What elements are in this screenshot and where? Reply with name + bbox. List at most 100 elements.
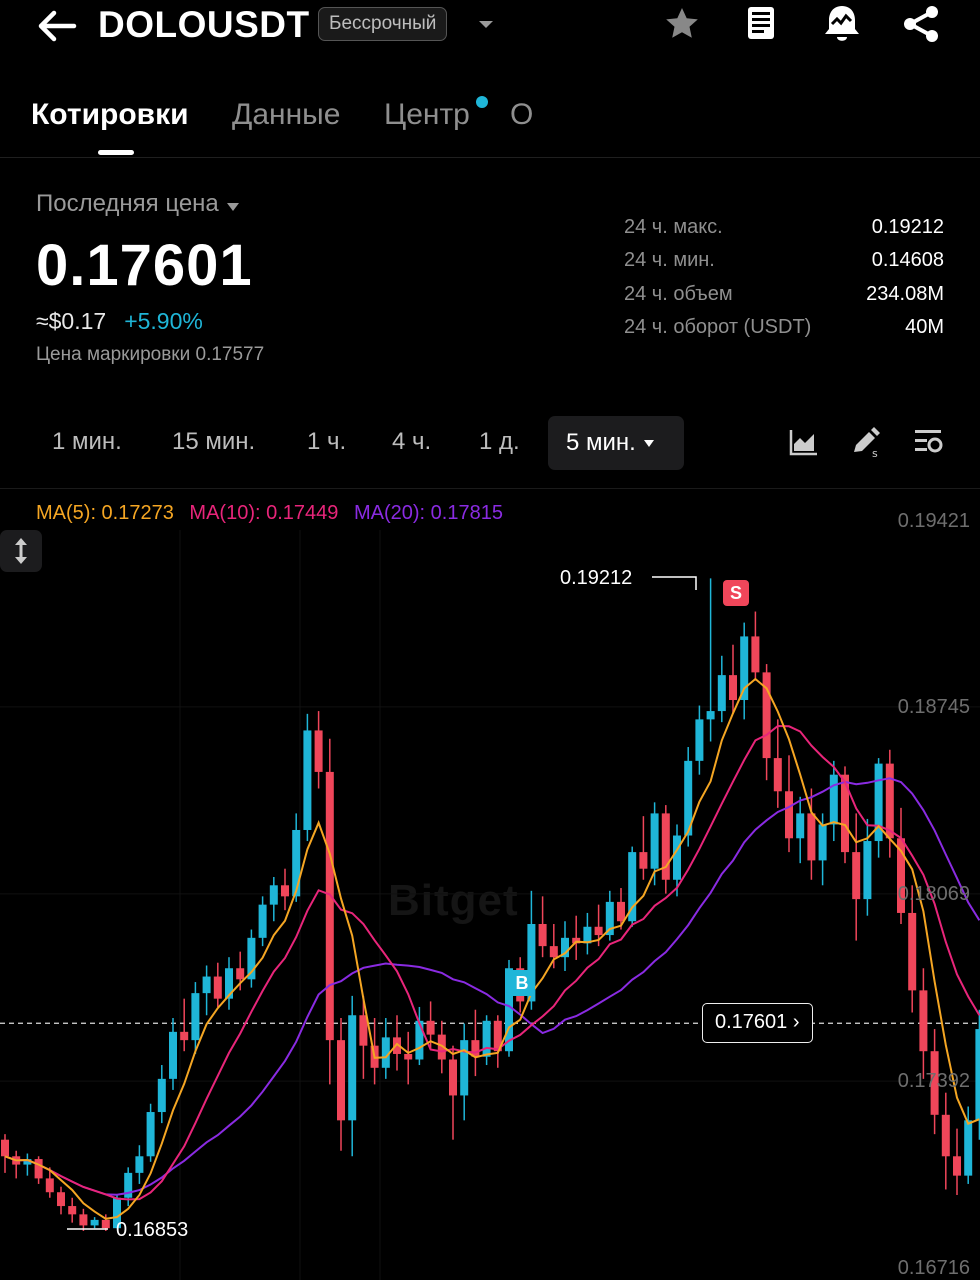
tf-1h[interactable]: 1 ч.	[307, 428, 347, 455]
candle-down[interactable]	[471, 1009, 480, 1077]
candle-up[interactable]	[695, 705, 704, 775]
candle-down[interactable]	[953, 1128, 961, 1195]
candle-up[interactable]	[415, 1006, 424, 1066]
tf-15min[interactable]: 15 мин.	[172, 428, 256, 455]
candle-down[interactable]	[359, 995, 368, 1079]
candle-up[interactable]	[348, 995, 357, 1157]
indicator-chart-icon[interactable]	[788, 426, 820, 458]
candle-up[interactable]	[605, 890, 614, 941]
candle-down[interactable]	[617, 888, 625, 930]
candle-up[interactable]	[706, 578, 715, 742]
vertical-scale-icon[interactable]	[0, 530, 42, 572]
candle-down[interactable]	[549, 924, 558, 969]
document-icon[interactable]	[740, 2, 784, 46]
star-icon[interactable]	[660, 2, 704, 46]
candle-down[interactable]	[807, 788, 816, 880]
candle-up[interactable]	[583, 912, 592, 955]
tab-data[interactable]: Данные	[232, 98, 341, 131]
candle-up[interactable]	[146, 1103, 155, 1162]
candle-down[interactable]	[930, 1029, 939, 1135]
candle-down[interactable]	[639, 816, 648, 880]
candle-up[interactable]	[863, 818, 872, 916]
candle-down[interactable]	[572, 915, 581, 960]
pair-title[interactable]: DOLOUSDT	[98, 4, 310, 45]
candle-up[interactable]	[135, 1145, 144, 1184]
candle-up[interactable]	[829, 760, 838, 842]
candle-down[interactable]	[404, 1031, 413, 1085]
candle-up[interactable]	[482, 1015, 491, 1066]
candle-up[interactable]	[23, 1153, 32, 1176]
candle-down[interactable]	[538, 896, 547, 958]
candle-up[interactable]	[225, 957, 233, 1010]
candle-up[interactable]	[169, 1018, 177, 1090]
candle-up[interactable]	[874, 758, 883, 858]
candle-down[interactable]	[908, 885, 917, 1013]
candle-down[interactable]	[941, 1092, 950, 1190]
candle-down[interactable]	[325, 738, 334, 1085]
candle-up[interactable]	[269, 876, 278, 922]
candle-down[interactable]	[852, 813, 861, 941]
candle-down[interactable]	[337, 1018, 345, 1151]
candle-down[interactable]	[68, 1197, 77, 1223]
candle-down[interactable]	[45, 1167, 54, 1198]
last-price-selector[interactable]: Последняя цена	[36, 190, 239, 218]
candle-down[interactable]	[661, 805, 670, 894]
candle-up[interactable]	[796, 796, 805, 864]
candle-up[interactable]	[191, 982, 200, 1054]
current-price-tag[interactable]: 0.17601 ›	[702, 1003, 813, 1043]
candle-down[interactable]	[751, 611, 760, 681]
candle-down[interactable]	[897, 807, 905, 925]
candle-down[interactable]	[281, 868, 289, 911]
tab-quotes[interactable]: Котировки	[31, 98, 189, 131]
drawing-pencil-icon[interactable]: s	[850, 426, 882, 458]
candle-down[interactable]	[729, 644, 737, 714]
candle-up[interactable]	[975, 1009, 980, 1140]
candle-down[interactable]	[437, 1020, 446, 1074]
candle-down[interactable]	[213, 962, 222, 1007]
candle-down[interactable]	[314, 711, 323, 789]
tf-1min[interactable]: 1 мин.	[52, 428, 122, 455]
candlestick-chart[interactable]: Bitget 0.19421 0.18745 0.18069 0.17392 0…	[0, 510, 980, 1280]
buy-marker[interactable]: B	[509, 970, 535, 996]
share-icon[interactable]	[900, 2, 944, 46]
candle-up[interactable]	[740, 622, 749, 720]
candle-up[interactable]	[673, 824, 681, 897]
candle-up[interactable]	[303, 713, 312, 842]
candle-up[interactable]	[258, 896, 267, 947]
tf-4h[interactable]: 4 ч.	[392, 428, 432, 455]
candle-down[interactable]	[79, 1208, 88, 1231]
candle-down[interactable]	[57, 1186, 65, 1215]
chart-canvas[interactable]	[0, 530, 980, 1280]
candle-down[interactable]	[762, 664, 771, 781]
candle-up[interactable]	[561, 921, 569, 972]
candle-down[interactable]	[785, 755, 793, 853]
candle-up[interactable]	[381, 1018, 390, 1079]
caret-down-icon[interactable]	[476, 14, 496, 34]
candle-up[interactable]	[717, 655, 726, 723]
sell-marker[interactable]: S	[723, 580, 749, 606]
back-arrow-icon[interactable]	[36, 6, 80, 46]
candle-up[interactable]	[460, 1023, 469, 1121]
tab-about[interactable]: О	[510, 98, 534, 131]
candle-down[interactable]	[1, 1134, 9, 1173]
tab-center[interactable]: Центр	[384, 98, 470, 131]
candle-down[interactable]	[493, 1015, 502, 1068]
candle-up[interactable]	[113, 1194, 121, 1229]
tf-active-5min[interactable]: 5 мин.	[548, 416, 684, 470]
chart-settings-icon[interactable]	[912, 426, 944, 458]
candle-down[interactable]	[101, 1214, 110, 1231]
candle-up[interactable]	[247, 929, 256, 988]
candle-up[interactable]	[157, 1065, 166, 1124]
price-alert-icon[interactable]	[820, 2, 864, 46]
candle-down[interactable]	[773, 719, 782, 808]
candle-up[interactable]	[202, 965, 211, 1016]
tf-1d[interactable]: 1 д.	[479, 428, 520, 455]
candle-down[interactable]	[370, 1018, 379, 1085]
candle-up[interactable]	[90, 1217, 99, 1229]
candle-down[interactable]	[34, 1156, 43, 1184]
candle-down[interactable]	[919, 968, 928, 1079]
candle-down[interactable]	[180, 998, 189, 1052]
candle-up[interactable]	[628, 846, 637, 927]
candle-up[interactable]	[964, 1106, 973, 1184]
candle-down[interactable]	[449, 1045, 457, 1140]
